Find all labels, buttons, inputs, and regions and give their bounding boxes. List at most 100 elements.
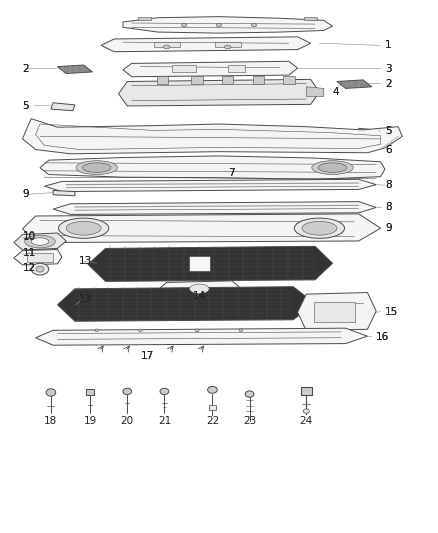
Text: 5: 5 — [385, 126, 392, 136]
Text: 4: 4 — [332, 87, 339, 97]
Ellipse shape — [95, 329, 99, 332]
Text: 9: 9 — [385, 223, 392, 233]
Text: 12: 12 — [22, 263, 36, 273]
Ellipse shape — [224, 45, 231, 49]
Bar — [86, 389, 94, 394]
Bar — [153, 42, 180, 47]
Ellipse shape — [294, 218, 345, 238]
Polygon shape — [88, 246, 332, 281]
Text: 13: 13 — [79, 256, 92, 266]
Text: 3: 3 — [385, 64, 392, 74]
Polygon shape — [119, 79, 319, 106]
Text: 8: 8 — [385, 203, 392, 213]
Polygon shape — [57, 65, 92, 74]
Ellipse shape — [139, 329, 142, 332]
Polygon shape — [158, 281, 241, 297]
Text: 19: 19 — [84, 416, 97, 426]
Bar — [27, 253, 53, 262]
Ellipse shape — [82, 163, 111, 172]
Text: 7: 7 — [228, 168, 234, 179]
Polygon shape — [123, 61, 297, 77]
Text: 24: 24 — [300, 416, 313, 426]
Bar — [189, 256, 210, 271]
Ellipse shape — [195, 329, 199, 332]
Text: 16: 16 — [376, 332, 389, 342]
Text: 17: 17 — [141, 351, 154, 361]
Text: 2: 2 — [385, 79, 392, 88]
Text: 13: 13 — [79, 256, 92, 266]
Ellipse shape — [123, 388, 132, 394]
Text: 7: 7 — [228, 168, 234, 179]
Text: 10: 10 — [22, 231, 35, 241]
Polygon shape — [253, 76, 264, 84]
Text: 9: 9 — [22, 189, 29, 199]
Text: 5: 5 — [22, 101, 29, 111]
Text: 3: 3 — [385, 64, 392, 74]
Ellipse shape — [239, 329, 243, 332]
Text: 22: 22 — [206, 416, 219, 426]
Ellipse shape — [190, 284, 209, 294]
Text: 5: 5 — [22, 101, 29, 111]
Text: 11: 11 — [22, 248, 36, 257]
Text: 2: 2 — [22, 64, 29, 74]
Ellipse shape — [312, 161, 353, 174]
Text: 8: 8 — [385, 203, 392, 213]
Polygon shape — [337, 80, 372, 88]
Polygon shape — [283, 76, 294, 84]
Text: 17: 17 — [141, 351, 154, 361]
Ellipse shape — [245, 391, 254, 397]
Ellipse shape — [302, 221, 337, 235]
Ellipse shape — [208, 386, 217, 393]
Polygon shape — [357, 128, 381, 137]
Text: 9: 9 — [385, 223, 392, 233]
Text: 15: 15 — [385, 306, 398, 317]
Text: 2: 2 — [22, 64, 29, 74]
Polygon shape — [22, 119, 403, 154]
Text: 2: 2 — [385, 79, 392, 88]
Text: 18: 18 — [44, 416, 57, 426]
Polygon shape — [14, 249, 62, 265]
Polygon shape — [306, 87, 324, 96]
Polygon shape — [156, 76, 168, 84]
Text: 14: 14 — [193, 291, 206, 301]
Text: 12: 12 — [22, 263, 36, 273]
Polygon shape — [101, 37, 311, 52]
Ellipse shape — [36, 266, 44, 272]
Text: 15: 15 — [385, 306, 398, 317]
Text: 1: 1 — [385, 41, 392, 50]
Text: 21: 21 — [158, 416, 171, 426]
Ellipse shape — [181, 23, 187, 27]
Ellipse shape — [160, 388, 169, 394]
Polygon shape — [191, 76, 203, 84]
Bar — [300, 387, 312, 395]
Bar — [215, 42, 241, 47]
Text: 20: 20 — [121, 416, 134, 426]
Ellipse shape — [31, 238, 49, 245]
Bar — [172, 65, 196, 72]
Polygon shape — [138, 17, 151, 20]
Text: 10: 10 — [22, 232, 35, 242]
Text: 8: 8 — [385, 180, 392, 190]
Bar — [209, 405, 215, 409]
Polygon shape — [222, 76, 233, 84]
Polygon shape — [44, 179, 376, 191]
Text: 4: 4 — [332, 87, 339, 97]
Bar — [228, 65, 245, 72]
Polygon shape — [53, 201, 376, 214]
Text: 1: 1 — [385, 41, 392, 50]
Polygon shape — [40, 156, 385, 179]
Ellipse shape — [66, 221, 101, 235]
Ellipse shape — [251, 23, 257, 27]
Ellipse shape — [76, 161, 117, 174]
Polygon shape — [53, 190, 75, 196]
Text: 6: 6 — [385, 144, 392, 155]
Bar — [314, 302, 356, 322]
Ellipse shape — [163, 45, 170, 49]
Text: 13: 13 — [79, 294, 92, 304]
Polygon shape — [35, 328, 367, 345]
Text: 6: 6 — [385, 144, 392, 155]
Ellipse shape — [31, 263, 49, 275]
Ellipse shape — [303, 409, 309, 413]
Polygon shape — [304, 17, 317, 20]
Text: 8: 8 — [385, 180, 392, 190]
